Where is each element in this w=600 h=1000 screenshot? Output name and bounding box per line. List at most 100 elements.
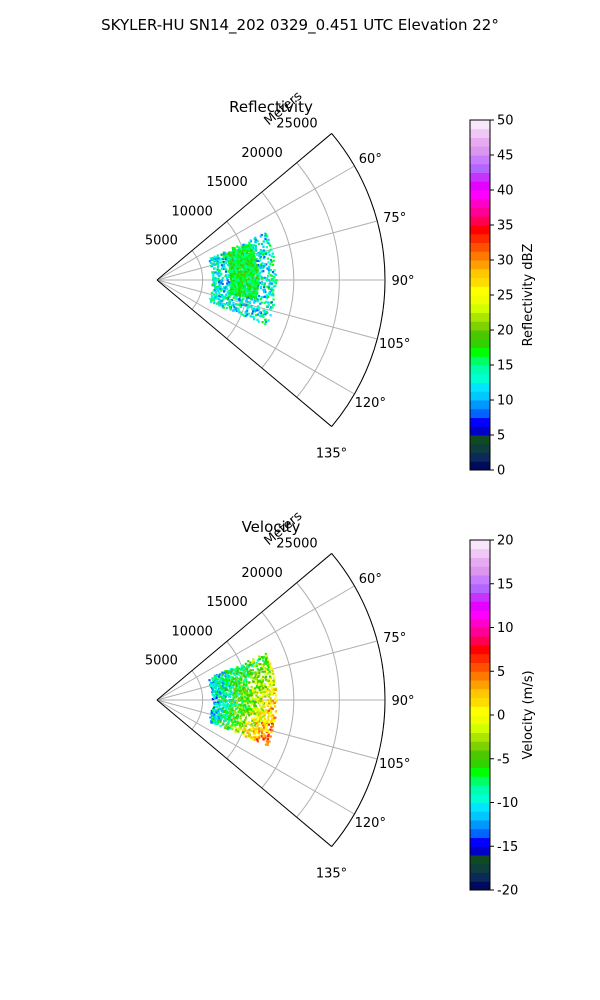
velocity-echo-pixel (254, 718, 257, 721)
velocity-echo-pixel (263, 685, 266, 688)
reflectivity-echo-pixel (241, 261, 244, 265)
reflectivity-echo-pixel (226, 303, 229, 306)
reflectivity-echo-pixel (242, 284, 245, 287)
velocity-echo-pixel (224, 680, 227, 683)
reflectivity-echo-pixel (263, 291, 266, 294)
velocity-echo-pixel (266, 664, 269, 667)
velocity-echo-pixel (274, 697, 277, 700)
velocity-echo-pixel (226, 670, 229, 673)
velocity-echo-pixel (222, 720, 226, 723)
reflectivity-echo-pixel (246, 305, 249, 308)
reflectivity-echo-pixel (245, 299, 248, 302)
velocity-echo-pixel (225, 683, 228, 686)
velocity-echo-pixel (229, 717, 232, 720)
velocity-echo-pixel (227, 694, 230, 697)
velocity-echo-pixel (271, 699, 274, 702)
reflectivity-colorbar-segment (470, 295, 490, 305)
velocity-echo-pixel (212, 722, 215, 725)
velocity-echo-pixel (247, 695, 250, 698)
velocity-echo-pixel (226, 671, 229, 674)
reflectivity-echo-pixel (273, 269, 276, 272)
velocity-echo-pixel (232, 683, 235, 686)
reflectivity-echo-pixel (267, 251, 270, 254)
velocity-colorbar-tick-label: 0 (497, 709, 505, 724)
velocity-echo-pixel (248, 699, 251, 702)
reflectivity-echo-pixel (221, 282, 224, 286)
velocity-echo-pixel (233, 690, 236, 693)
velocity-colorbar-segment (470, 645, 490, 655)
reflectivity-echo-pixel (259, 267, 262, 270)
velocity-echo-pixel (246, 702, 249, 705)
reflectivity-echo-pixel (271, 271, 275, 274)
velocity-echo-pixel (256, 709, 259, 712)
velocity-echo-pixel (258, 711, 261, 714)
velocity-echo-pixel (264, 701, 267, 704)
reflectivity-echo-pixel (237, 268, 240, 271)
reflectivity-echo-pixel (263, 276, 266, 279)
reflectivity-echo-pixel (216, 254, 219, 257)
velocity-echo-pixel (231, 724, 234, 727)
reflectivity-echo-pixel (224, 251, 227, 254)
reflectivity-echo-pixel (214, 282, 217, 285)
reflectivity-echo-pixel (244, 258, 247, 261)
velocity-echo-pixel (252, 691, 255, 694)
velocity-echo-pixel (246, 672, 249, 675)
velocity-echo-pixel (251, 689, 254, 692)
reflectivity-echo-pixel (250, 298, 254, 301)
reflectivity-echo-pixel (261, 262, 264, 265)
reflectivity-echo-pixel (255, 282, 258, 285)
velocity-echo-pixel (240, 697, 243, 700)
reflectivity-echo-pixel (242, 290, 245, 294)
reflectivity-colorbar-tick-label: 10 (497, 394, 514, 409)
velocity-echo-pixel (264, 658, 268, 661)
velocity-echo-pixel (225, 692, 228, 695)
reflectivity-echo-pixel (254, 300, 257, 303)
velocity-echo-pixel (230, 690, 233, 693)
reflectivity-echo-pixel (252, 293, 255, 297)
velocity-colorbar-segment (470, 811, 490, 821)
velocity-echo-pixel (237, 707, 240, 710)
reflectivity-echo-pixel (213, 267, 216, 270)
velocity-echo-pixel (255, 720, 258, 723)
reflectivity-colorbar-segment (470, 146, 490, 156)
reflectivity-echo-pixel (236, 261, 239, 264)
velocity-echo-pixel (256, 710, 259, 713)
reflectivity-echo-pixel (261, 321, 264, 324)
reflectivity-echo-pixel (245, 262, 248, 265)
reflectivity-radial-tick-label: 10000 (172, 204, 213, 219)
velocity-echo-pixel (209, 683, 212, 686)
velocity-colorbar-tick-label: 10 (497, 621, 514, 636)
velocity-echo-pixel (243, 683, 246, 686)
velocity-echo-pixel (262, 734, 265, 737)
velocity-echo-pixel (238, 689, 241, 692)
velocity-echo-pixel (243, 695, 247, 698)
reflectivity-echo-pixel (268, 254, 271, 257)
reflectivity-echo-pixel (263, 282, 266, 285)
velocity-echo-pixel (264, 718, 267, 721)
velocity-echo-pixel (240, 672, 243, 675)
reflectivity-echo-pixel (219, 302, 222, 305)
reflectivity-echo-pixel (250, 284, 253, 287)
velocity-echo-pixel (233, 719, 236, 722)
reflectivity-echo-pixel (235, 303, 238, 306)
velocity-echo-pixel (222, 714, 225, 717)
velocity-echo-pixel (261, 696, 264, 699)
velocity-colorbar-tick-label: -5 (497, 752, 510, 767)
velocity-colorbar-segment (470, 785, 490, 795)
reflectivity-echo-pixel (210, 294, 214, 297)
velocity-echo-pixel (270, 672, 273, 675)
velocity-echo-pixel (258, 674, 261, 677)
velocity-echo-pixel (238, 677, 241, 680)
velocity-echo-pixel (259, 686, 262, 689)
reflectivity-echo-pixel (240, 253, 244, 256)
reflectivity-echo-pixel (227, 254, 230, 257)
reflectivity-echo-pixel (220, 282, 223, 285)
reflectivity-echo-pixel (233, 257, 236, 260)
reflectivity-echo-pixel (251, 259, 254, 262)
velocity-colorbar-segment (470, 872, 490, 882)
reflectivity-echo-pixel (254, 238, 257, 241)
reflectivity-echo-pixel (232, 304, 235, 307)
reflectivity-echo-pixel (233, 269, 237, 272)
velocity-echo-pixel (211, 689, 215, 692)
reflectivity-radial-tick-label: 20000 (241, 146, 282, 161)
